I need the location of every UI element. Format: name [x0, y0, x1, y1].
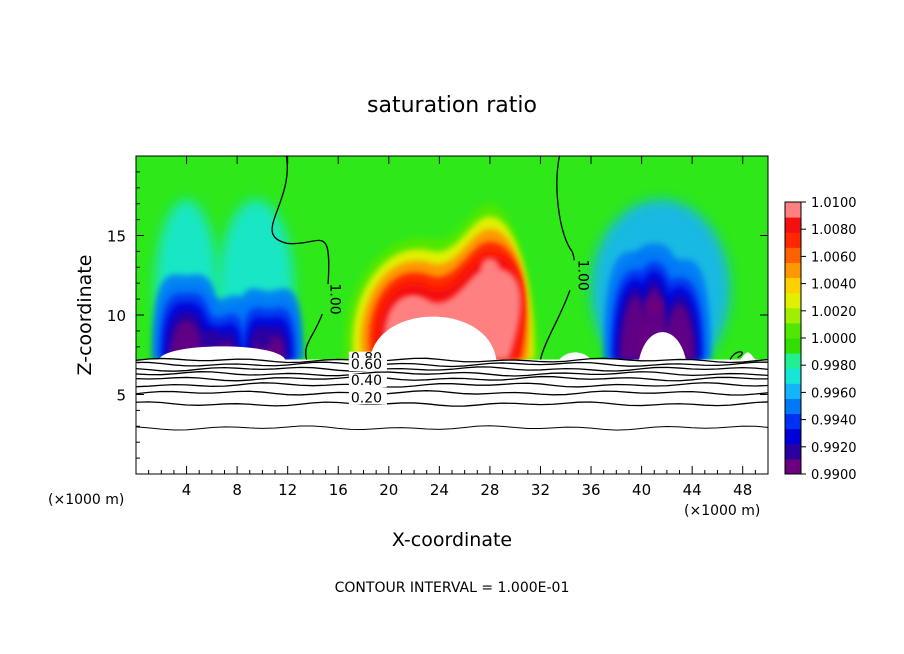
- stratification-contour: [136, 375, 768, 382]
- field-feature: [480, 258, 499, 277]
- cloud-patch: [559, 352, 592, 360]
- x-tick-label: 44: [683, 481, 702, 499]
- x-axis: 4 8 12 16 20 24 28 32 36 40 44 48: [148, 156, 756, 499]
- heatmap-field: 1.001.000.800.600.400.20: [136, 156, 768, 474]
- x-tick-label: 16: [329, 481, 348, 499]
- y-tick-label: 5: [116, 387, 126, 405]
- x-tick-label: 48: [733, 481, 752, 499]
- colorbar-swatch: [785, 247, 801, 263]
- cloud-patch: [369, 316, 497, 360]
- stratification-contour: [136, 425, 768, 431]
- x-tick-label: 24: [430, 481, 449, 499]
- contour-interval-note: CONTOUR INTERVAL = 1.000E-01: [335, 580, 570, 596]
- contour-lines: [136, 156, 768, 431]
- field-feature: [645, 298, 664, 317]
- colorbar-swatch: [785, 383, 801, 399]
- stratification-contour: [136, 357, 768, 364]
- stratification-contour: [136, 401, 768, 407]
- colorbar-swatch: [785, 232, 801, 248]
- colorbar-label: 1.0040: [811, 278, 857, 293]
- colorbar-swatch: [785, 202, 801, 218]
- contour-1.00-small: [729, 351, 743, 360]
- field-blobs: [151, 199, 731, 380]
- field-feature: [405, 298, 424, 317]
- stratification-contour: [136, 366, 768, 372]
- colorbar-label: 1.0000: [811, 332, 857, 347]
- colorbar-label: 0.9920: [811, 441, 857, 456]
- contour-label-bg: [348, 391, 387, 405]
- below-cloud-region: [136, 359, 768, 474]
- colorbar-label: 1.0080: [811, 223, 857, 238]
- y-tick-label: 15: [107, 228, 126, 246]
- contour-label: 1.00: [574, 260, 590, 291]
- contour-1.00-left: [271, 156, 330, 360]
- contour-label: 0.60: [351, 357, 382, 373]
- colorbar-swatch: [785, 398, 801, 415]
- contour-label: 1.00: [327, 284, 343, 315]
- colorbar-swatch: [785, 428, 801, 445]
- x-tick-label: 20: [379, 481, 398, 499]
- x-tick-label: 32: [531, 481, 550, 499]
- stratification-contour: [136, 361, 768, 368]
- colorbar-swatch: [785, 368, 801, 384]
- contour-1.00-right: [539, 156, 576, 360]
- x-tick-label: 12: [278, 481, 297, 499]
- colorbar-label: 0.9940: [811, 414, 857, 429]
- cloud-patches: [158, 316, 756, 360]
- y-axis-label: Z-coordinate: [74, 255, 96, 376]
- x-tick-label: 40: [632, 481, 651, 499]
- field-feature: [202, 329, 221, 348]
- colorbar-swatch: [785, 292, 801, 309]
- colorbar-label: 1.0020: [811, 305, 857, 320]
- contour-labels: 1.001.000.800.600.400.20: [317, 260, 590, 406]
- colorbar-label: 1.0060: [811, 250, 857, 265]
- contour-label: 0.40: [351, 373, 382, 389]
- colorbar-label: 0.9980: [811, 359, 857, 374]
- contour-label-bg: [348, 373, 387, 387]
- x-tick-label: 36: [581, 481, 600, 499]
- colorbar-swatch: [785, 443, 801, 460]
- x-axis-label: X-coordinate: [392, 529, 512, 551]
- colorbar-swatch: [785, 307, 801, 324]
- x-tick-label: 8: [232, 481, 242, 499]
- colorbar-label: 0.9960: [811, 386, 857, 401]
- contour-label: 0.20: [351, 390, 382, 406]
- contour-label-bg: [565, 260, 582, 291]
- colorbar: 1.0100 1.0080 1.0060 1.0040 1.0020 1.0000 0.99…: [784, 196, 857, 483]
- colorbar-swatch: [785, 217, 801, 233]
- colorbar-swatch: [785, 322, 801, 339]
- cloud-patch: [740, 352, 756, 360]
- x-unit-right: (×1000 m): [684, 503, 760, 519]
- x-tick-label: 4: [182, 481, 192, 499]
- cloud-patch: [158, 346, 286, 360]
- contour-label-bg: [348, 358, 387, 372]
- chart-title: saturation ratio: [367, 93, 537, 118]
- x-unit-left: (×1000 m): [48, 492, 124, 508]
- colorbar-swatch: [785, 413, 801, 430]
- colorbar-swatch: [785, 458, 801, 475]
- stratification-contour: [136, 371, 768, 377]
- colorbar-swatch: [785, 262, 801, 279]
- x-tick-label: 28: [480, 481, 499, 499]
- colorbar-swatch: [785, 353, 801, 369]
- colorbar-swatch: [785, 338, 801, 354]
- y-axis: 5 10 15: [107, 171, 768, 459]
- field-feature: [253, 329, 272, 348]
- stratification-contour: [136, 390, 768, 396]
- colorbar-label: 1.0100: [811, 196, 857, 211]
- colorbar-label: 0.9900: [811, 468, 857, 483]
- y-tick-label: 10: [107, 307, 126, 325]
- stratification-contour: [136, 382, 768, 388]
- cloud-patch: [639, 332, 686, 360]
- colorbar-swatch: [785, 277, 801, 294]
- contour-label-bg: [317, 284, 334, 315]
